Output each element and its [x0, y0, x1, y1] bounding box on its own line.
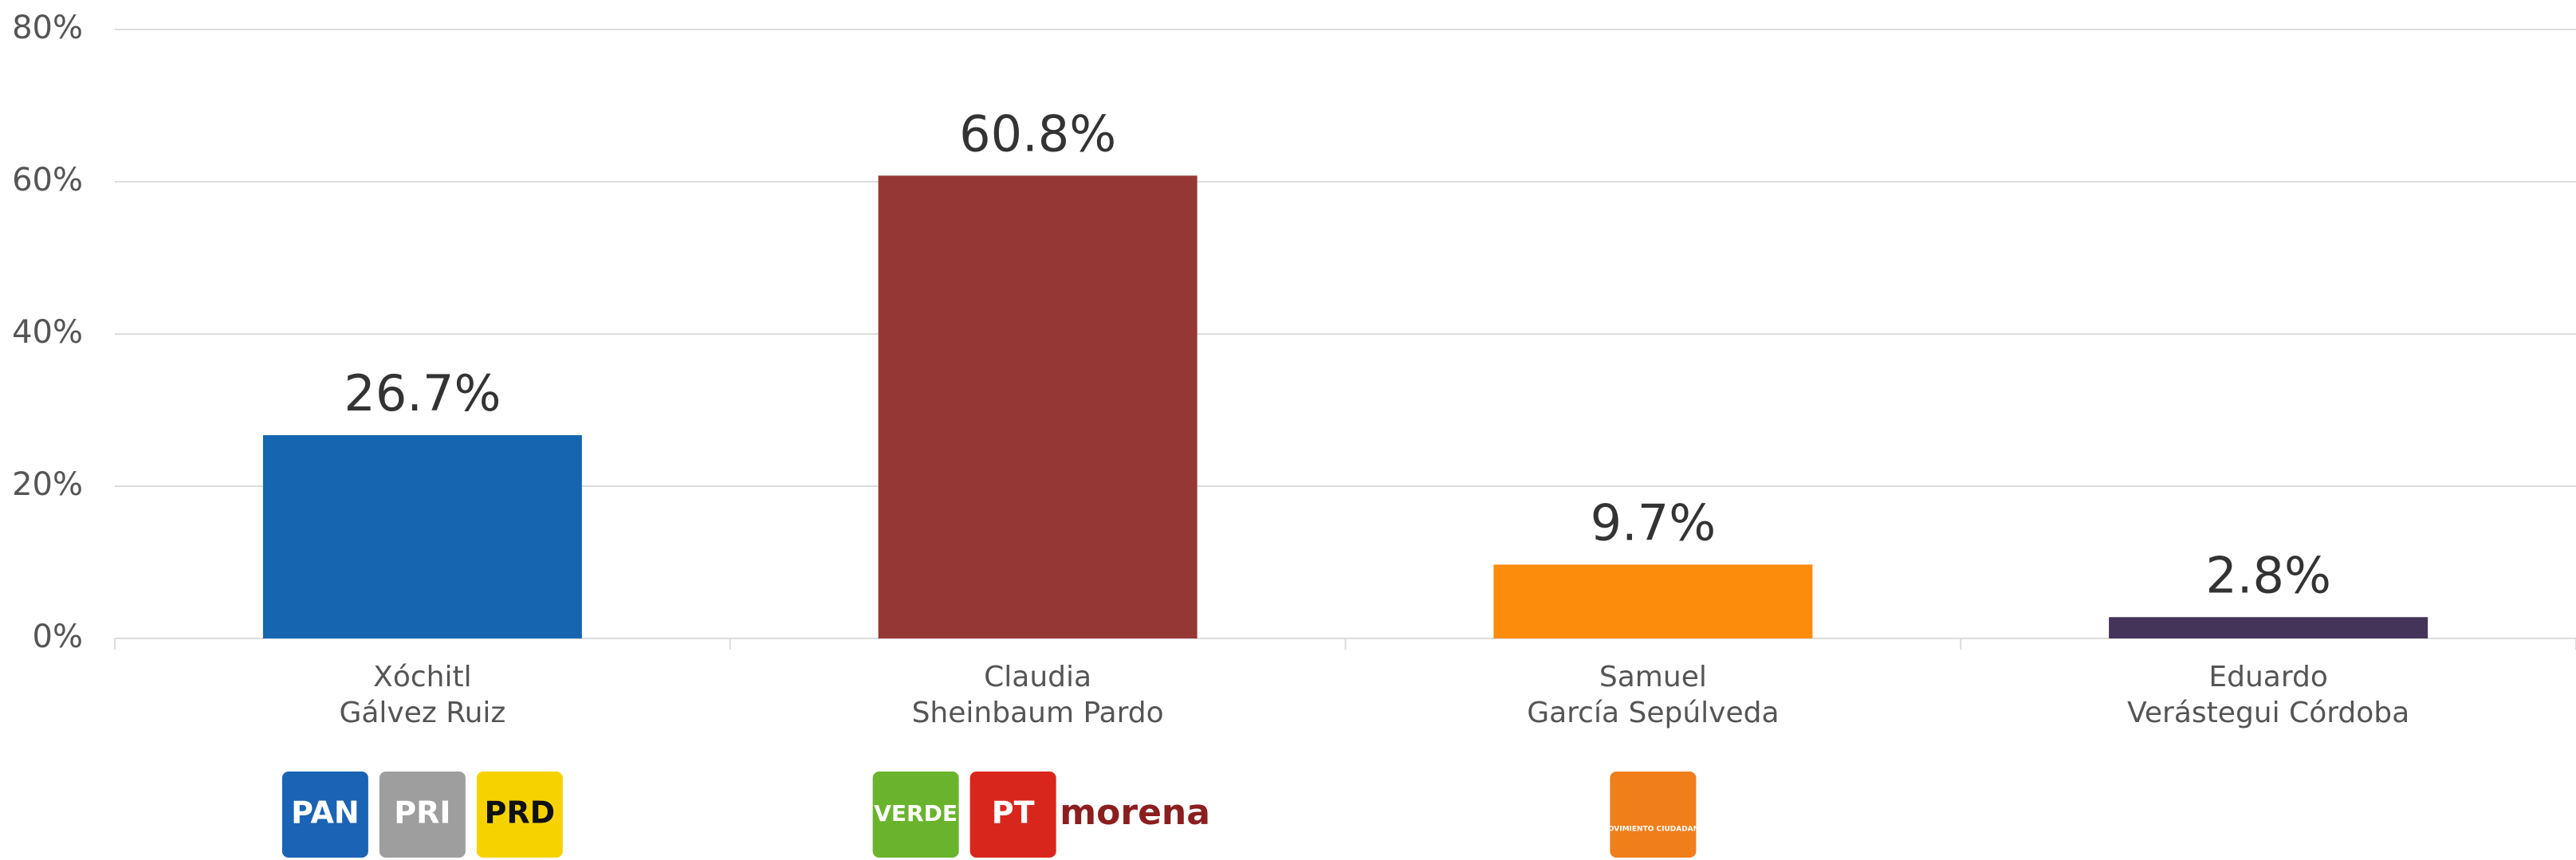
party-logo-text: MOVIMIENTO CIUDADANO: [1601, 826, 1705, 834]
party-logo-text: PAN: [291, 795, 360, 831]
x-tick-label: Gálvez Ruiz: [339, 697, 505, 729]
party-logo-text: PRI: [394, 795, 450, 831]
bar: [262, 435, 582, 638]
x-tick-label: Samuel: [1599, 661, 1707, 693]
value-label: 26.7%: [344, 364, 501, 422]
bar: [878, 175, 1198, 639]
party-logo: [281, 772, 368, 858]
party-logo: [476, 772, 563, 858]
x-tick-label: García Sepúlveda: [1527, 697, 1779, 729]
party-logo-text: PT: [992, 795, 1035, 831]
party-logo: [1610, 772, 1697, 858]
bar: [1493, 564, 1813, 638]
value-label: 60.8%: [959, 104, 1116, 163]
party-logo-text: VERDE: [874, 800, 958, 827]
party-logo-text: PRD: [485, 795, 556, 831]
x-tick-label: Eduardo: [2208, 661, 2328, 693]
party-logo-text: morena: [1060, 792, 1210, 833]
value-label: 9.7%: [1591, 493, 1717, 552]
y-tick-label: 40%: [12, 314, 83, 351]
x-tick-label: Xóchitl: [373, 661, 471, 693]
y-tick-label: 60%: [12, 162, 83, 198]
x-tick-label: Sheinbaum Pardo: [912, 697, 1164, 729]
y-tick-label: 0%: [33, 618, 83, 655]
party-logo: [379, 772, 466, 858]
party-logo: [969, 772, 1056, 858]
y-tick-label: 20%: [12, 466, 83, 503]
party-logo: [872, 772, 959, 858]
x-tick-label: Claudia: [984, 661, 1091, 693]
value-label: 2.8%: [2205, 546, 2331, 604]
y-tick-label: 80%: [12, 10, 83, 46]
x-tick-label: Verástegui Córdoba: [2127, 697, 2409, 729]
bar: [2109, 617, 2429, 638]
